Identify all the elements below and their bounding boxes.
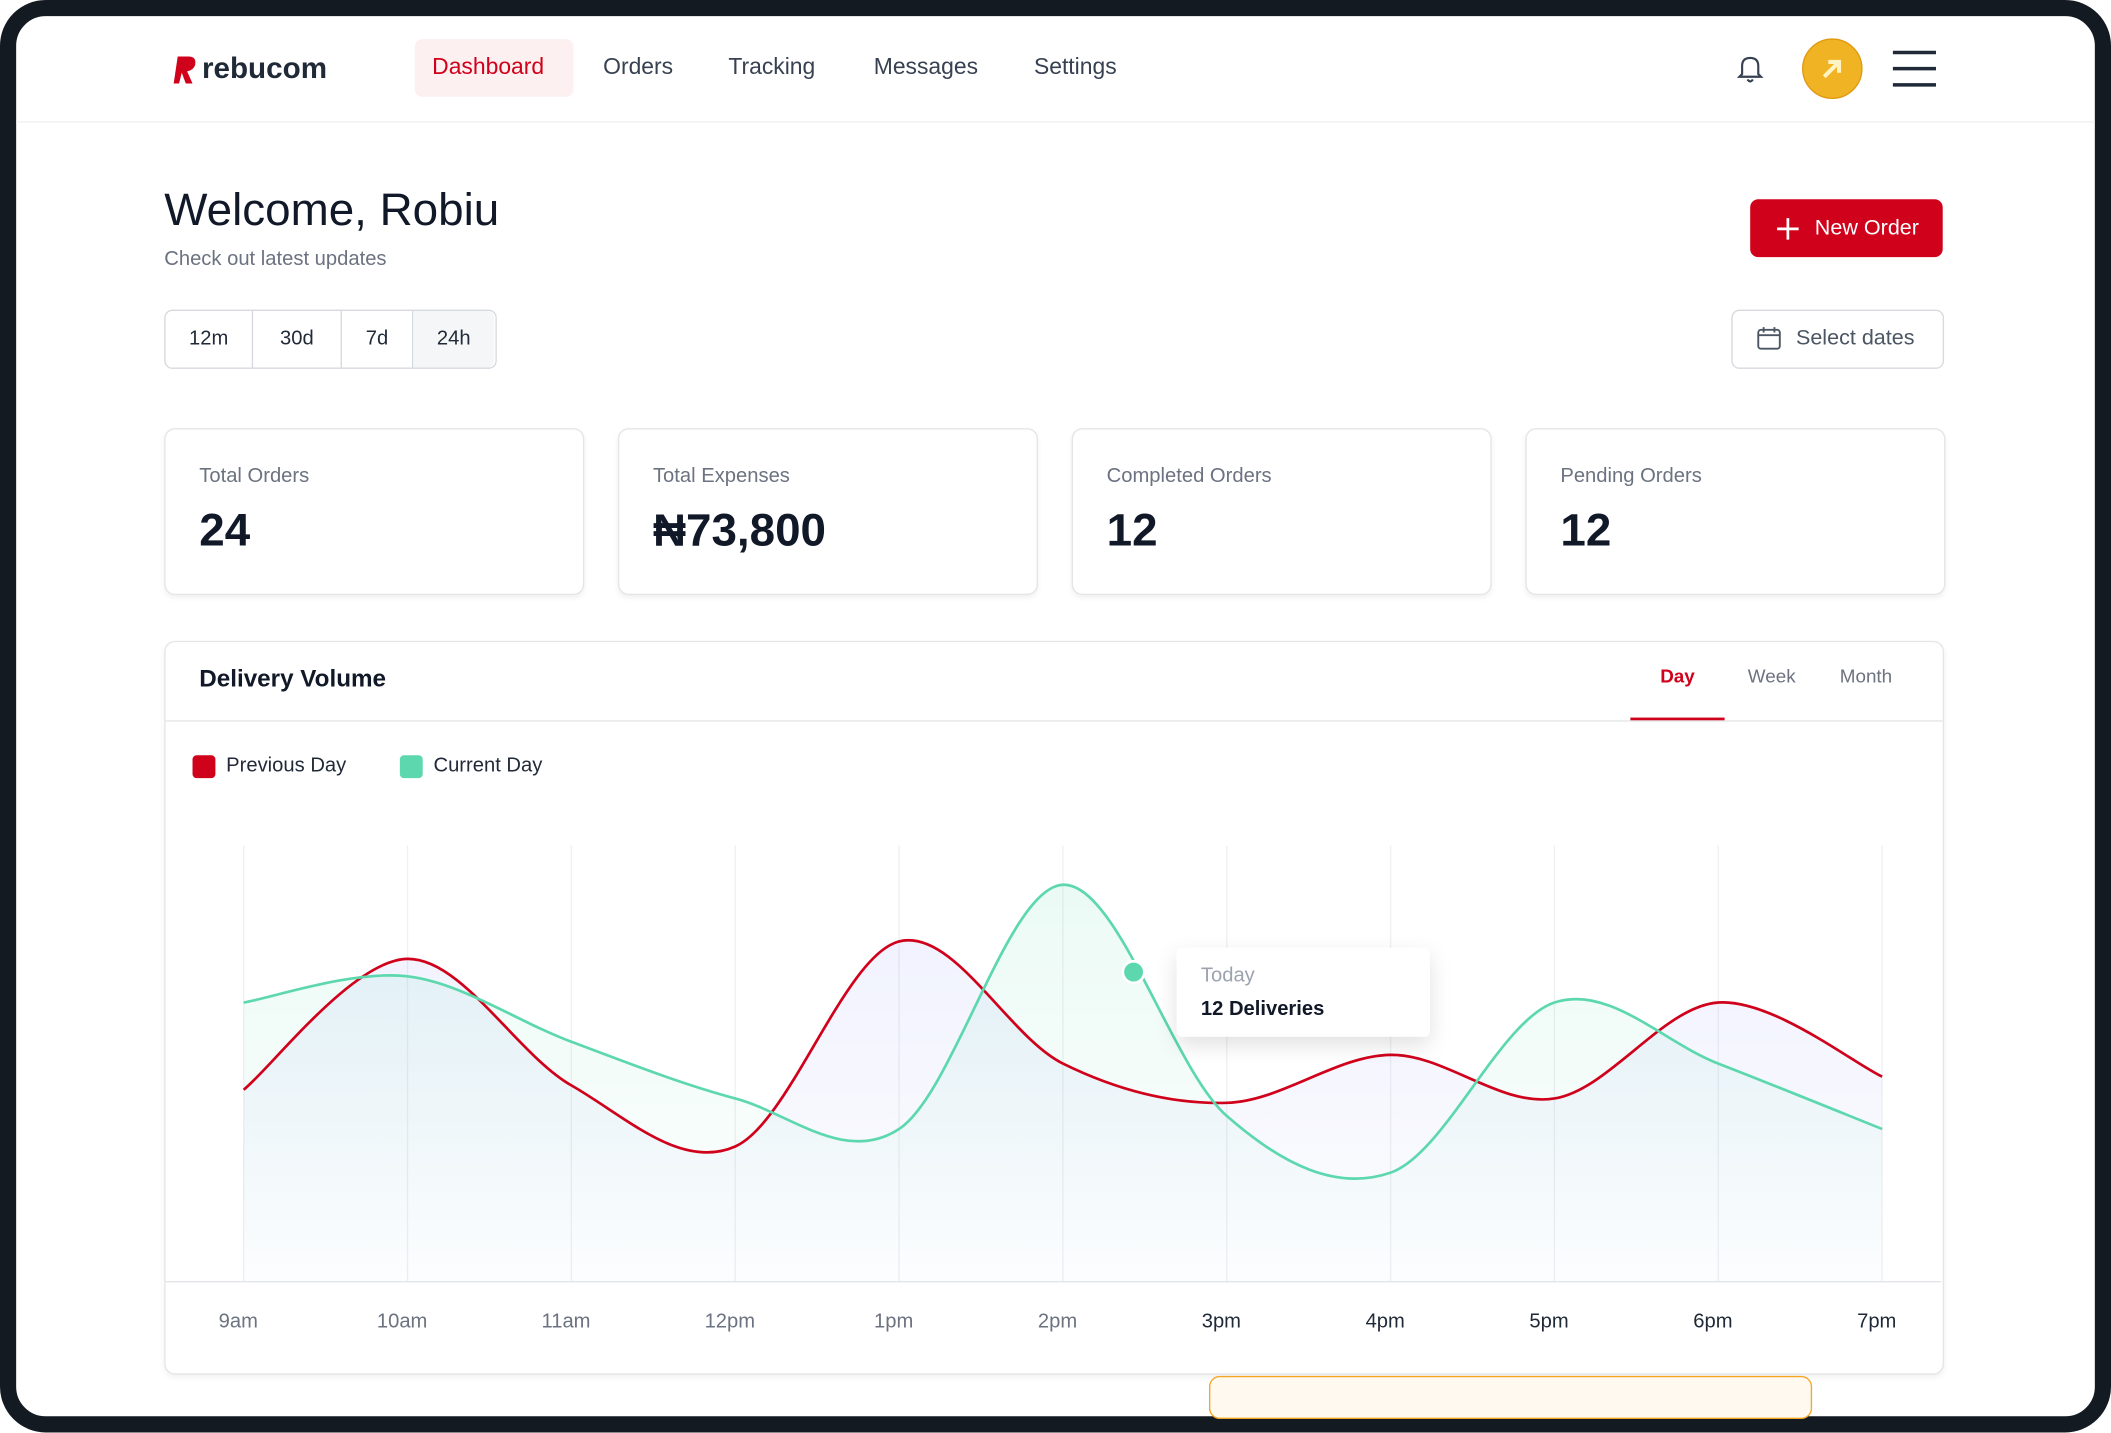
- stat-card: [617, 428, 1038, 596]
- x-tick-label: 11am: [541, 1310, 590, 1332]
- stat-label: Total Orders: [199, 464, 310, 488]
- menu-icon[interactable]: [1890, 48, 1938, 88]
- bell-icon[interactable]: [1735, 53, 1765, 85]
- header-divider: [16, 121, 2095, 123]
- tooltip: [1176, 947, 1430, 1037]
- filter[interactable]: 7d: [342, 310, 414, 368]
- x-tick-label: 6pm: [1693, 1310, 1732, 1332]
- new-order-label: New Order: [1814, 216, 1919, 240]
- x-tick-label: 7pm: [1857, 1310, 1896, 1332]
- filter[interactable]: 24h: [413, 310, 495, 368]
- plus-icon: [1777, 218, 1799, 240]
- nav-link[interactable]: Dashboard: [432, 53, 545, 80]
- series-line: [242, 938, 1883, 1154]
- next-card: [1208, 1375, 1813, 1420]
- chart-tab[interactable]: Day: [1660, 665, 1695, 687]
- nav-link[interactable]: Orders: [603, 53, 674, 80]
- date-button-label: Select dates: [1795, 327, 1915, 351]
- stat-card: [164, 428, 585, 596]
- x-tick-label: 2pm: [1038, 1310, 1077, 1332]
- tooltip-dot: [1121, 959, 1146, 985]
- chart-tab[interactable]: Week: [1747, 665, 1796, 687]
- x-tick-label: 12pm: [705, 1310, 755, 1332]
- legend-swatch: [192, 755, 216, 779]
- stat-label: Total Expenses: [652, 464, 790, 488]
- calendar-icon: [1757, 327, 1781, 350]
- welcome-subtitle: Check out latest updates: [164, 247, 387, 271]
- x-tick-label: 10am: [377, 1310, 428, 1332]
- legend-label: Previous Day: [226, 754, 347, 776]
- stat-value: 24: [199, 504, 251, 557]
- stat-value: 12: [1560, 504, 1612, 557]
- nav-link[interactable]: Messages: [873, 53, 979, 80]
- filter[interactable]: 30d: [253, 310, 342, 368]
- legend-swatch: [399, 755, 423, 779]
- x-tick-label: 5pm: [1529, 1310, 1568, 1332]
- tooltip-value: 12 Deliveries: [1201, 998, 1324, 1020]
- chart-divider: [165, 720, 1943, 722]
- chart-tab[interactable]: Month: [1839, 665, 1893, 687]
- tooltip-title: Today: [1201, 964, 1256, 986]
- nav-link[interactable]: Settings: [1033, 53, 1117, 80]
- tab-underline: [1630, 717, 1725, 721]
- stat-card: [1071, 428, 1492, 596]
- avatar[interactable]: [1801, 38, 1863, 100]
- series-area: [243, 884, 1883, 1282]
- stat-label: Completed Orders: [1106, 464, 1272, 488]
- nav-link[interactable]: Tracking: [728, 53, 816, 80]
- x-tick-label: 1pm: [874, 1310, 913, 1332]
- legend-label: Current Day: [434, 754, 544, 776]
- x-tick-label: 9am: [219, 1310, 258, 1332]
- stat-value: 12: [1106, 504, 1158, 557]
- series-line: [243, 883, 1883, 1180]
- x-tick-label: 4pm: [1366, 1310, 1405, 1332]
- date-button[interactable]: [1731, 309, 1945, 369]
- stat-label: Pending Orders: [1560, 464, 1702, 488]
- brand: rebucom: [201, 51, 328, 85]
- stat-value: ₦73,800: [652, 504, 827, 557]
- chart-title: Delivery Volume: [199, 665, 387, 692]
- x-tick-label: 3pm: [1202, 1310, 1241, 1332]
- logo-icon: [173, 56, 196, 84]
- filter[interactable]: 12m: [166, 310, 254, 368]
- stat-card: [1525, 428, 1946, 596]
- filter-group: [164, 309, 497, 369]
- nav-active-bg: [414, 39, 574, 97]
- welcome-title: Welcome, Robiu: [164, 184, 500, 236]
